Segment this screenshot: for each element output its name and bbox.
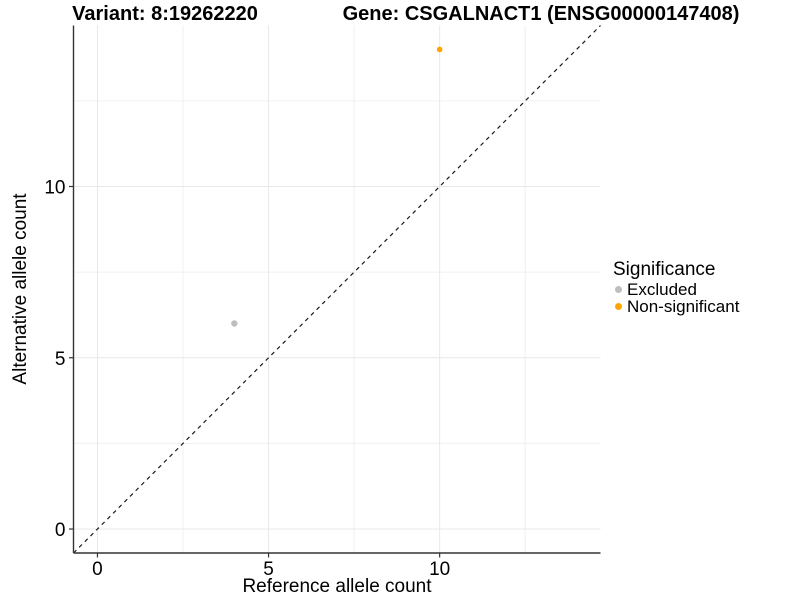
plot-title-variant: Variant: 8:19262220 — [72, 3, 258, 25]
y-axis-title: Alternative allele count — [10, 193, 31, 385]
legend-item-excluded: Excluded — [611, 281, 739, 298]
axis-ticks — [69, 185, 441, 558]
identity-dashed-line — [73, 25, 601, 554]
identity-line — [73, 25, 601, 554]
axis-tick-labels: 0 5 10 0 5 10 — [44, 177, 450, 580]
major-gridlines — [73, 25, 601, 553]
y-tick-label: 5 — [55, 349, 66, 370]
y-tick-label: 10 — [44, 177, 65, 198]
legend-item-non-significant: Non-significant — [611, 298, 739, 315]
minor-gridlines — [73, 25, 601, 553]
legend-label-non-significant: Non-significant — [627, 297, 740, 316]
legend-label-excluded: Excluded — [627, 280, 697, 299]
legend-title: Significance — [613, 259, 716, 280]
data-point-excluded — [231, 320, 238, 327]
x-tick-label: 0 — [92, 559, 103, 580]
plot-title-gene: Gene: CSGALNACT1 (ENSG00000147408) — [343, 3, 740, 25]
data-point-non-significant — [436, 46, 443, 53]
legend-dot-non-significant — [615, 303, 622, 310]
x-axis-title: Reference allele count — [242, 576, 432, 597]
data-points — [231, 46, 443, 327]
axis-lines — [72, 25, 601, 554]
legend-dot-excluded — [615, 286, 622, 293]
y-tick-label: 0 — [55, 520, 66, 541]
x-tick-label: 10 — [429, 559, 450, 580]
x-tick-label: 5 — [263, 559, 274, 580]
legend: Significance Excluded Non-significant — [611, 259, 739, 315]
